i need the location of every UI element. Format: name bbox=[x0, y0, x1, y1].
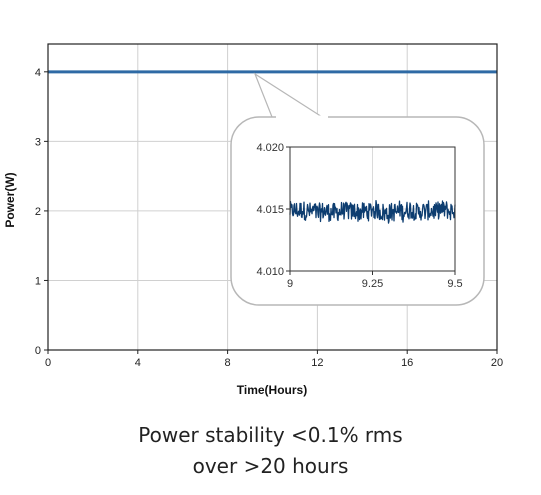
main-x-tick-label: 0 bbox=[45, 357, 51, 369]
inset-y-tick-label: 4.010 bbox=[256, 266, 284, 278]
main-y-tick-label: 4 bbox=[35, 67, 41, 79]
main-x-tick-label: 4 bbox=[135, 357, 141, 369]
inset-callout-pointer bbox=[253, 72, 333, 123]
caption-line-1: Power stability <0.1% rms bbox=[138, 423, 403, 447]
caption-line-2: over >20 hours bbox=[192, 454, 349, 478]
x-axis-label: Time(Hours) bbox=[237, 383, 307, 397]
inset-x-tick-label: 9 bbox=[287, 278, 293, 290]
inset-y-tick-label: 4.020 bbox=[256, 142, 284, 154]
inset-tick-labels: 9 9.25 9.5 4.020 4.015 4.010 bbox=[256, 142, 462, 290]
inset-noise-trace bbox=[289, 199, 456, 224]
main-x-tick-label: 8 bbox=[225, 357, 231, 369]
inset-plot-frame bbox=[289, 146, 456, 272]
y-axis-label: Power(W) bbox=[3, 172, 17, 227]
inset-zoom-chart: 9 9.25 9.5 4.020 4.015 4.010 bbox=[256, 142, 462, 290]
main-x-tick-label: 16 bbox=[401, 357, 413, 369]
main-x-tick-label: 20 bbox=[491, 357, 503, 369]
inset-x-tick-label: 9.25 bbox=[362, 278, 383, 290]
inset-y-tick-label: 4.015 bbox=[256, 204, 284, 216]
main-plot-frame bbox=[47, 43, 498, 351]
main-y-tick-label: 2 bbox=[35, 206, 41, 218]
main-y-tick-label: 3 bbox=[35, 136, 41, 148]
main-x-tick-label: 12 bbox=[311, 357, 323, 369]
main-y-tick-label: 0 bbox=[35, 345, 41, 357]
main-y-tick-label: 1 bbox=[35, 275, 41, 287]
inset-x-tick-label: 9.5 bbox=[447, 278, 462, 290]
